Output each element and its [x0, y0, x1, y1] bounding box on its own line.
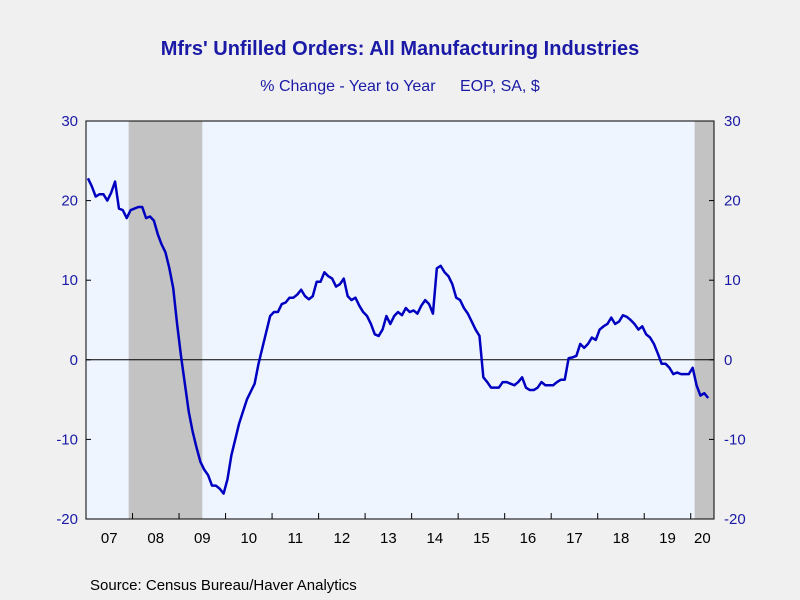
x-tick-label: 12: [334, 530, 351, 547]
y-tick-label-right: 0: [724, 352, 732, 369]
y-tick-label-right: -10: [724, 431, 746, 448]
x-tick-label: 20: [694, 530, 711, 547]
x-tick-label: 10: [240, 530, 257, 547]
y-tick-label-right: -20: [724, 511, 746, 528]
x-tick-label: 14: [427, 530, 444, 547]
y-tick-label-left: 20: [61, 193, 78, 210]
x-tick-label: 16: [520, 530, 537, 547]
x-tick-label: 11: [288, 530, 304, 547]
x-tick-label: 13: [380, 530, 397, 547]
chart-subtitle: % Change - Year to Year EOP, SA, $: [0, 78, 800, 96]
x-tick-label: 07: [101, 530, 118, 547]
x-tick-label: 17: [566, 530, 583, 547]
series-line-1: [86, 177, 710, 495]
y-tick-label-right: 20: [724, 193, 741, 210]
y-tick-label-left: -20: [56, 511, 78, 528]
x-tick-label: 09: [194, 530, 211, 547]
subtitle-units: % Change - Year to Year: [260, 78, 436, 95]
y-tick-label-left: -10: [56, 431, 78, 448]
x-tick-label: 08: [147, 530, 164, 547]
x-tick-label: 15: [473, 530, 490, 547]
plot-border: [85, 120, 715, 520]
y-tick-label-left: 10: [61, 272, 78, 289]
subtitle-notes: EOP, SA, $: [459, 78, 540, 95]
chart-title: Mfrs' Unfilled Orders: All Manufacturing…: [160, 38, 640, 60]
recession-band-2: [694, 121, 714, 519]
x-tick-label: 19: [659, 530, 676, 547]
y-tick-label-left: 30: [61, 113, 78, 130]
y-tick-label-right: 10: [724, 272, 741, 289]
recession-band-1: [128, 121, 203, 519]
y-tick-label-right: 30: [724, 113, 741, 130]
x-tick-label: 18: [613, 530, 630, 547]
y-tick-label-left: 0: [70, 352, 78, 369]
source-note: Source: Census Bureau/Haver Analytics: [90, 577, 357, 594]
